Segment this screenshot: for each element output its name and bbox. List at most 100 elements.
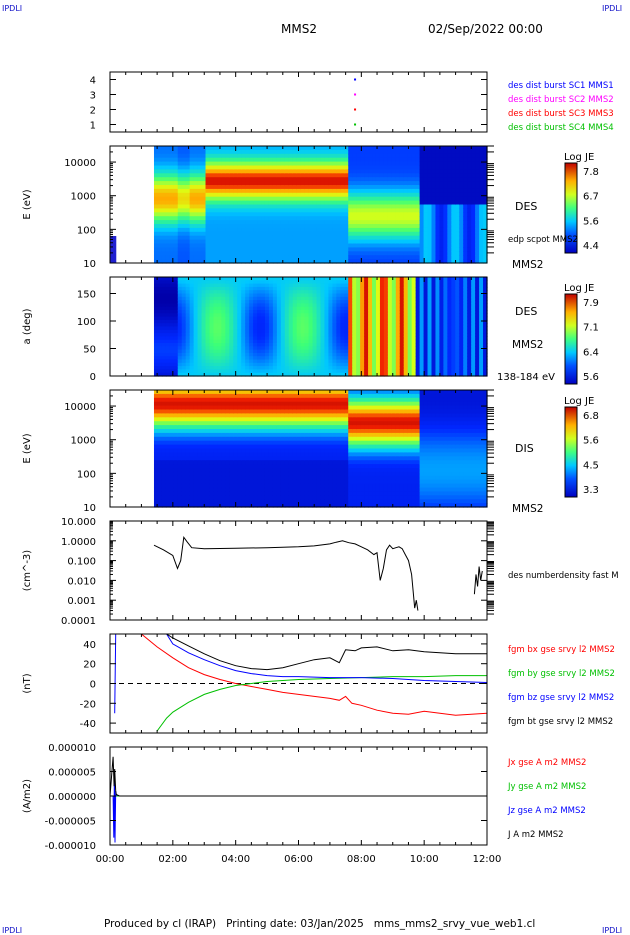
des-energy-cell [407,208,413,213]
des-pitch-cell [372,339,377,344]
des-energy-cell [320,157,326,163]
des-energy-cell [399,200,405,206]
des-energy-cell [344,224,349,229]
des-energy-cell [308,200,314,206]
des-energy-cell [225,220,230,225]
des-energy-cell [253,157,258,163]
des-pitch-cell [225,356,230,361]
des-energy-cell [419,212,425,217]
des-energy-cell [221,165,226,170]
des-pitch-cell [217,310,222,314]
des-pitch-cell [165,346,171,351]
des-energy-cell [403,173,409,178]
des-energy-cell [336,243,341,248]
des-energy-cell [411,208,417,213]
des-energy-cell [419,224,425,229]
des-energy-cell [308,204,314,209]
des-energy-cell [443,235,448,241]
des-energy-cell [272,255,278,260]
des-energy-cell [292,181,298,186]
des-energy-cell [328,247,333,252]
des-energy-cell [157,255,163,260]
des-pitch-cell [253,343,258,347]
des-pitch-cell [241,372,246,377]
des-pitch-cell [161,343,167,347]
des-pitch-cell [292,349,298,354]
des-pitch-cell [221,310,226,314]
des-pitch-cell [197,283,203,288]
des-energy-cell [328,212,333,217]
des-energy-cell [233,196,238,202]
des-pitch-cell [300,369,306,374]
des-pitch-cell [435,323,441,328]
des-energy-cell [344,177,349,182]
des-energy-cell [253,173,258,178]
des-pitch-cell [399,366,405,370]
des-pitch-cell [443,313,448,318]
des-energy-cell [276,146,282,151]
des-pitch-cell [173,303,179,308]
des-pitch-cell [423,352,429,357]
des-pitch-cell [153,310,159,314]
des-pitch-cell [375,319,381,324]
des-pitch-cell [189,283,195,288]
des-pitch-cell [153,306,159,311]
des-energy-cell [280,149,286,155]
des-energy-cell [193,192,199,198]
des-energy-cell [165,243,171,248]
des-energy-cell [209,177,215,182]
des-energy-cell [280,200,286,206]
des-energy-cell [217,251,222,256]
des-pitch-cell [272,336,278,341]
des-pitch-cell [257,296,262,301]
des-pitch-cell [463,313,468,318]
des-energy-cell [419,157,425,163]
des-energy-cell [205,181,211,186]
des-energy-cell [189,204,195,209]
des-pitch-cell [161,329,167,334]
des-pitch-cell [475,313,480,318]
des-pitch-cell [368,303,373,308]
des-energy-cell [407,173,413,178]
des-pitch-cell [463,290,468,295]
des-energy-cell [185,173,191,178]
des-energy-cell [328,251,333,256]
des-pitch-cell [229,323,234,328]
des-pitch-cell [276,296,282,301]
des-pitch-cell [447,336,452,341]
des-energy-cell [443,224,448,229]
des-energy-cell [249,153,254,159]
des-pitch-cell [268,277,274,281]
des-pitch-cell [229,293,234,298]
des-pitch-cell [344,293,349,298]
des-energy-cell [324,153,330,159]
des-energy-cell [221,157,226,163]
des-energy-cell [419,196,425,202]
des-pitch-cell [312,280,318,285]
des-pitch-cell [459,326,464,331]
des-energy-cell [336,169,341,174]
des-energy-cell [261,231,266,237]
des-energy-cell [169,153,175,159]
des-pitch-cell [479,277,484,281]
des-pitch-cell [375,300,381,304]
des-energy-cell [399,173,405,178]
des-energy-cell [173,239,179,245]
des-pitch-cell [439,303,444,308]
des-pitch-cell [304,303,310,308]
des-energy-cell [415,149,421,155]
des-energy-cell [312,157,318,163]
des-pitch-cell [276,277,282,281]
des-energy-cell [360,227,365,233]
des-pitch-cell [292,296,298,301]
des-pitch-cell [308,277,314,281]
des-pitch-cell [467,323,472,328]
des-energy-cell [157,212,163,217]
des-energy-cell [165,251,171,256]
des-pitch-cell [368,280,373,285]
des-pitch-cell [423,359,429,364]
des-pitch-cell [387,293,393,298]
des-pitch-cell [328,277,333,281]
des-pitch-cell [356,277,361,281]
des-pitch-cell [411,349,417,354]
